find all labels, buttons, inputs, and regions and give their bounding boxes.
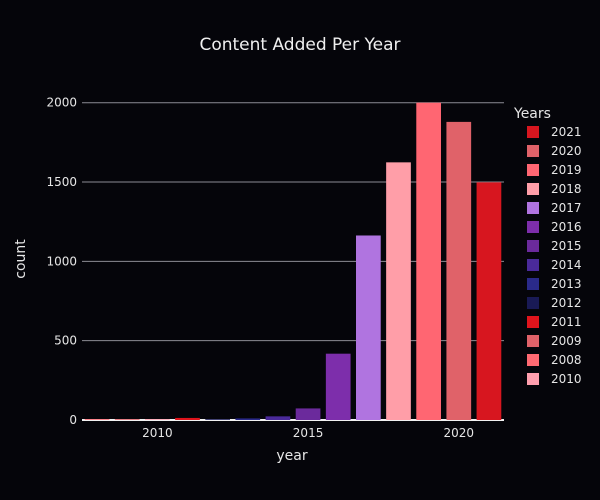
legend-item-2008[interactable]: 2008 — [527, 353, 582, 367]
legend-item-2019[interactable]: 2019 — [527, 163, 582, 177]
legend-swatch — [527, 297, 539, 309]
legend[interactable]: Years 2021202020192018201720162015201420… — [513, 106, 582, 386]
legend-label: 2018 — [551, 182, 582, 196]
legend-item-2010[interactable]: 2010 — [527, 372, 582, 386]
legend-swatch — [527, 183, 539, 195]
legend-swatch — [527, 164, 539, 176]
bar-2017[interactable] — [355, 235, 381, 420]
legend-swatch — [527, 278, 539, 290]
legend-item-2014[interactable]: 2014 — [527, 258, 582, 272]
legend-items[interactable]: 2021 2020 2019 2018 2017 2016 2015 2014 2013 2012… — [527, 125, 582, 386]
bar-2011[interactable] — [175, 417, 200, 420]
y-tick-labels: 0 500 1000 1500 2000 — [46, 96, 77, 427]
bar-2018[interactable] — [386, 162, 411, 420]
legend-label: 2013 — [551, 277, 582, 291]
y-tick-label: 1500 — [46, 175, 77, 189]
y-tick-label: 0 — [69, 413, 77, 427]
bar-2015[interactable] — [295, 408, 321, 420]
legend-label: 2014 — [551, 258, 582, 272]
x-tick-label: 2020 — [444, 426, 475, 440]
legend-label: 2010 — [551, 372, 582, 386]
bar-2019[interactable] — [416, 102, 442, 420]
legend-item-2013[interactable]: 2013 — [527, 277, 582, 291]
y-tick-label: 500 — [54, 334, 77, 348]
bar-2014[interactable] — [265, 416, 291, 420]
legend-swatch — [527, 145, 539, 157]
bars — [84, 102, 502, 421]
legend-label: 2017 — [551, 201, 582, 215]
legend-swatch — [527, 221, 539, 233]
legend-title: Years — [513, 106, 551, 122]
legend-label: 2021 — [551, 125, 582, 139]
legend-item-2012[interactable]: 2012 — [527, 296, 582, 310]
bar-2021[interactable] — [476, 182, 502, 420]
x-tick-labels: 2010 2015 2020 — [142, 426, 474, 440]
legend-item-2011[interactable]: 2011 — [527, 315, 582, 329]
legend-swatch — [527, 316, 539, 328]
legend-label: 2012 — [551, 296, 582, 310]
legend-swatch — [527, 202, 539, 214]
x-tick-label: 2010 — [142, 426, 173, 440]
bar-2010[interactable] — [144, 419, 170, 420]
bar-2020[interactable] — [446, 121, 472, 421]
x-tick-label: 2015 — [293, 426, 324, 440]
legend-swatch — [527, 126, 539, 138]
y-axis-title: count — [13, 239, 29, 279]
legend-item-2017[interactable]: 2017 — [527, 201, 582, 215]
legend-label: 2015 — [551, 239, 582, 253]
legend-swatch — [527, 259, 539, 271]
legend-item-2015[interactable]: 2015 — [527, 239, 582, 253]
legend-item-2021[interactable]: 2021 — [527, 125, 582, 139]
legend-label: 2011 — [551, 315, 582, 329]
legend-label: 2009 — [551, 334, 582, 348]
legend-swatch — [527, 354, 539, 366]
legend-item-2016[interactable]: 2016 — [527, 220, 582, 234]
legend-label: 2020 — [551, 144, 582, 158]
legend-swatch — [527, 240, 539, 252]
bar-2009[interactable] — [114, 419, 140, 420]
legend-label: 2019 — [551, 163, 582, 177]
y-tick-label: 1000 — [46, 254, 77, 268]
bar-2008[interactable] — [84, 419, 110, 420]
x-axis-title: year — [276, 448, 307, 464]
legend-label: 2008 — [551, 353, 582, 367]
legend-label: 2016 — [551, 220, 582, 234]
bar-2012[interactable] — [205, 419, 231, 420]
legend-item-2020[interactable]: 2020 — [527, 144, 582, 158]
legend-swatch — [527, 335, 539, 347]
legend-item-2009[interactable]: 2009 — [527, 334, 582, 348]
bar-2016[interactable] — [325, 353, 351, 420]
bar-2013[interactable] — [235, 418, 261, 420]
legend-item-2018[interactable]: 2018 — [527, 182, 582, 196]
y-tick-label: 2000 — [46, 96, 77, 110]
chart-title: Content Added Per Year — [199, 35, 400, 55]
legend-swatch — [527, 373, 539, 385]
